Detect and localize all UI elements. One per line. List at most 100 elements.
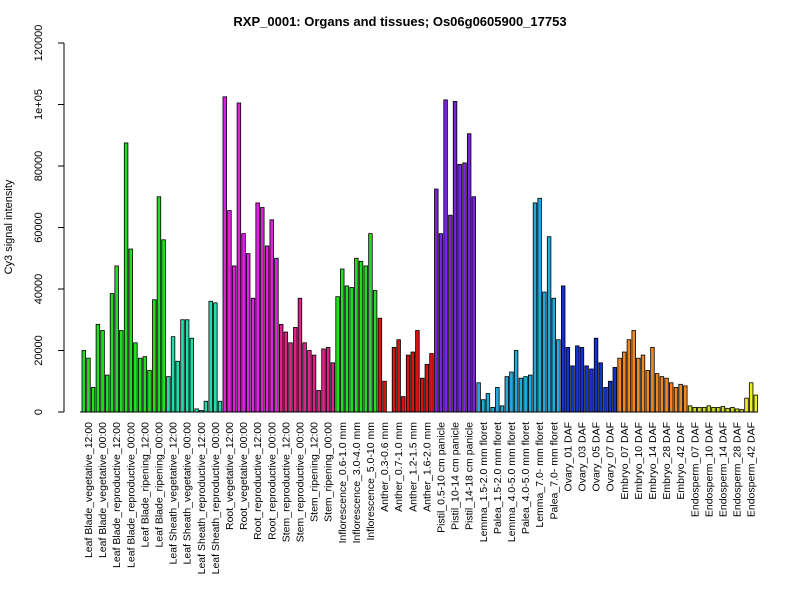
bar (424, 363, 430, 413)
bar (617, 357, 622, 413)
bar (457, 164, 462, 413)
bar (335, 296, 340, 413)
x-tick-label: Pistil_10-14 cm panicle (450, 422, 462, 530)
x-tick-label: Root_reproductive_12:00 (252, 422, 264, 540)
bar (81, 350, 86, 413)
x-tick-label: Inflorescence_3.0-4.0 mm (351, 422, 363, 544)
x-tick-label: Inflorescence_5.0-10 mm (365, 422, 377, 541)
x-tick-label: Leaf Blade_ripening_00:00 (154, 422, 166, 548)
bar (654, 373, 660, 413)
bar (443, 99, 448, 413)
bar (678, 383, 683, 413)
bar (509, 371, 514, 413)
bar (208, 300, 213, 413)
bar (311, 354, 317, 413)
bar (222, 96, 227, 413)
bar (504, 376, 509, 413)
y-tick-label: 80000 (33, 151, 45, 182)
bar (495, 386, 500, 413)
bar (241, 233, 246, 413)
bar (184, 319, 190, 413)
x-tick-label: Leaf Sheath_vegetative_00:00 (182, 422, 194, 565)
bar (368, 233, 373, 413)
bar (513, 350, 519, 413)
bar (283, 331, 289, 413)
x-tick-label: Palea_1.5-2.0 mm floret (492, 422, 504, 534)
bar (105, 374, 110, 413)
bar (363, 265, 368, 413)
bar (622, 351, 627, 413)
bar (561, 285, 566, 413)
bar (269, 219, 274, 413)
bar (476, 382, 481, 413)
bar (307, 350, 312, 413)
x-tick-label: Anther_0.7-1.0 mm (393, 422, 405, 512)
bar (354, 257, 359, 413)
bar (532, 202, 538, 413)
bar (697, 406, 702, 413)
bar (452, 101, 458, 413)
bar (358, 260, 364, 413)
bar (523, 376, 528, 413)
bar (203, 400, 209, 413)
bar (396, 339, 401, 413)
bar (137, 357, 143, 413)
bar (673, 386, 679, 413)
bar (481, 399, 486, 413)
bars-group (81, 96, 758, 413)
bar (95, 323, 101, 413)
bar (260, 207, 265, 413)
x-tick-label: Leaf Sheath_reproductive_12:00 (196, 422, 208, 575)
bar (302, 342, 307, 413)
bar (528, 374, 533, 413)
x-tick-label: Leaf Blade_vegetative_00:00 (97, 422, 109, 558)
bar (542, 291, 547, 413)
bar (382, 380, 387, 413)
x-tick-label: Embryo_14 DAF (647, 422, 659, 500)
bar (518, 377, 524, 413)
x-tick-label: Leaf Blade_reproductive_12:00 (111, 422, 123, 568)
bar (462, 162, 467, 413)
bar (687, 405, 693, 413)
bar (86, 357, 91, 413)
bar (264, 245, 270, 413)
x-tick-label: Stem_reproductive_12:00 (280, 422, 292, 542)
bar (612, 367, 617, 413)
x-tick-label: Palea_4.0-5.0 mm floret (520, 422, 532, 534)
bar (551, 297, 556, 413)
bar (293, 327, 298, 413)
x-tick-label: Leaf Blade_ripening_12:00 (139, 422, 151, 548)
bar (156, 196, 162, 413)
bar (607, 380, 613, 413)
bar (636, 357, 641, 413)
bar (123, 142, 129, 413)
x-tick-label: Anther_0.3-0.6 mm (379, 422, 391, 512)
y-axis: 0 20000 40000 60000 80000 1e+05 120000 (33, 25, 65, 415)
bar (161, 239, 166, 413)
bar (410, 351, 415, 413)
bar (109, 293, 115, 413)
bar (603, 386, 608, 413)
x-tick-label: Leaf Sheath_reproductive_00:00 (210, 422, 222, 575)
bar (570, 365, 575, 413)
bar (650, 347, 655, 413)
x-tick-label: Endosperm_42 DAF (746, 422, 758, 517)
bar (401, 396, 406, 413)
bar (720, 406, 726, 413)
bar (217, 400, 223, 413)
bar (340, 268, 345, 413)
x-tick-label: Leaf Sheath_vegetative_12:00 (168, 422, 180, 565)
bar (471, 196, 476, 413)
bar (250, 297, 256, 413)
bar (245, 253, 251, 413)
bar (213, 302, 218, 413)
x-tick-label: Inflorescence_0.6-1.0 mm (337, 422, 349, 544)
y-tick-label: 60000 (33, 212, 45, 243)
x-tick-label: Palea_7.0- mm floret (548, 422, 560, 520)
x-tick-label: Lemma_1.5-2.0 mm floret (478, 422, 490, 542)
x-tick-label: Ovary_05 DAF (591, 422, 603, 491)
bar (730, 406, 735, 413)
x-tick-label: Pistil_0.5-10 cm panicle (436, 422, 448, 533)
x-tick-label: Root_vegetative_12:00 (224, 422, 236, 530)
